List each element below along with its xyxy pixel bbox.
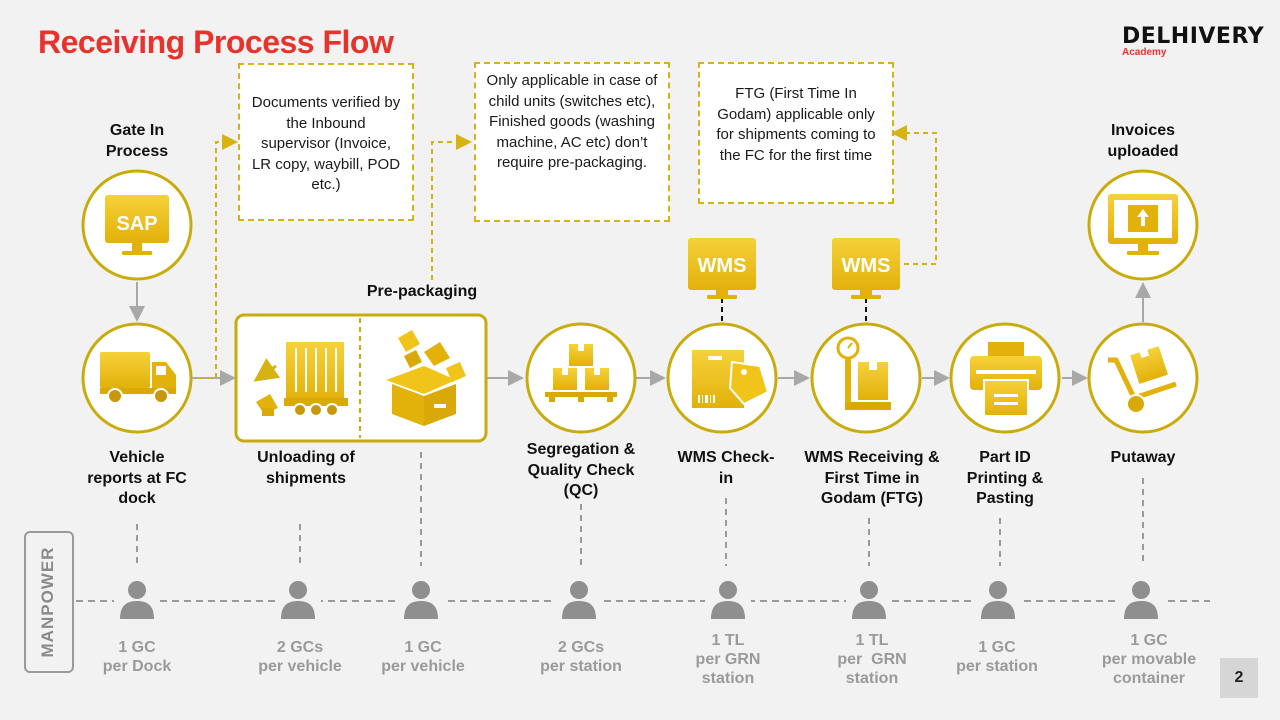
manpower-item: 2 GCs per vehicle	[243, 638, 357, 676]
manpower-line: per movable	[1101, 651, 1197, 668]
step-wms-receiving	[810, 322, 922, 434]
connector-child-units	[431, 134, 472, 280]
logo-subtitle: Academy	[1122, 47, 1167, 58]
manpower-item: 1 GC per station	[941, 638, 1053, 676]
connector-documents	[198, 134, 238, 379]
step-label: Part ID Printing & Pasting	[966, 449, 1044, 507]
page-number: 2	[1220, 658, 1258, 698]
manpower-line: 1 GC	[978, 639, 1016, 656]
step-label: Putaway	[1110, 449, 1176, 466]
note-connectors	[198, 125, 937, 379]
manpower-line: per vehicle	[258, 658, 342, 675]
delhivery-logo: DELHIVERY Academy	[1122, 24, 1264, 58]
label-invoices-uploaded: Invoices uploaded	[1107, 122, 1179, 160]
note-ftg: FTG (First Time In Godam) applicable onl…	[698, 62, 894, 204]
unloading-box	[234, 313, 488, 443]
hand-truck-icon	[1108, 346, 1177, 414]
manpower-people	[114, 576, 1164, 624]
step-wms-checkin	[666, 322, 778, 434]
logo-wordmark: DELHIVERY	[1122, 24, 1265, 49]
step-truck	[81, 322, 193, 434]
sap-text: SAP	[116, 213, 157, 235]
open-box-icon	[386, 330, 466, 426]
step-label: Segregation & Quality Check (QC)	[526, 441, 636, 499]
manpower-label: MANPOWER	[38, 546, 57, 658]
step-part-id	[949, 322, 1061, 434]
wms-text: WMS	[842, 255, 891, 277]
page-title: Receiving Process Flow	[38, 24, 394, 60]
printer-icon	[970, 342, 1042, 417]
boxes-icon	[545, 344, 617, 402]
manpower-line: 1 GC	[118, 639, 156, 656]
manpower-line: station	[701, 670, 755, 687]
upload-monitor-icon	[1108, 194, 1178, 255]
wms-connectors	[721, 298, 867, 322]
manpower-line: 1 GC	[404, 639, 442, 656]
truck-icon	[100, 352, 176, 404]
manpower-line: per station	[540, 658, 622, 675]
manpower-line: per GRN	[837, 651, 907, 668]
note-child-units: Only applicable in case of child units (…	[474, 62, 670, 222]
manpower-line: 2 GCs	[557, 639, 605, 656]
step-label: WMS Receiving & First Time in Godam (FTG…	[804, 449, 940, 507]
manpower-line: 2 GCs	[276, 639, 324, 656]
manpower-box	[24, 531, 74, 673]
manpower-line: per vehicle	[381, 658, 465, 675]
manpower-item: 1 TL per GRN station	[673, 631, 783, 688]
unloading-icon	[253, 342, 348, 417]
package-tag-icon	[692, 350, 770, 408]
manpower-line: container	[1112, 670, 1185, 687]
note-documents-verified: Documents verified by the Inbound superv…	[238, 63, 414, 221]
invoices-circle	[1087, 169, 1199, 281]
flow-arrows	[129, 282, 1151, 386]
wms-checkin-monitor: WMS	[688, 238, 756, 299]
step-label: WMS Check-in	[677, 449, 775, 487]
manpower-item: 2 GCs per station	[524, 638, 638, 676]
manpower-item: 1 GC per movable container	[1088, 631, 1210, 688]
manpower-connectors	[136, 452, 1144, 566]
manpower-line: 1 GC	[1130, 632, 1168, 649]
step-putaway	[1087, 322, 1199, 434]
manpower-line: per station	[956, 658, 1038, 675]
label-gate-in: Gate In Process	[105, 122, 169, 160]
manpower-line: station	[845, 670, 899, 687]
manpower-line: per GRN	[695, 651, 761, 668]
step-label: Vehicle reports at FC dock	[87, 449, 187, 507]
scale-icon	[836, 336, 891, 410]
manpower-item: 1 GC per Dock	[82, 638, 192, 676]
manpower-item: 1 TL per GRN station	[817, 631, 927, 688]
manpower-line: per Dock	[102, 658, 172, 675]
step-segregation	[525, 322, 637, 434]
wms-receiving-monitor: WMS	[832, 238, 900, 299]
sap-circle: SAP	[81, 169, 193, 281]
manpower-line: 1 TL	[711, 632, 745, 649]
connector-ftg	[891, 125, 937, 265]
manpower-item: 1 GC per vehicle	[366, 638, 480, 676]
sap-monitor-icon: SAP	[105, 195, 169, 255]
step-label: Unloading of shipments	[257, 449, 355, 487]
label-pre-packaging: Pre-packaging	[366, 283, 478, 300]
wms-text: WMS	[698, 255, 747, 277]
manpower-line: 1 TL	[855, 632, 889, 649]
